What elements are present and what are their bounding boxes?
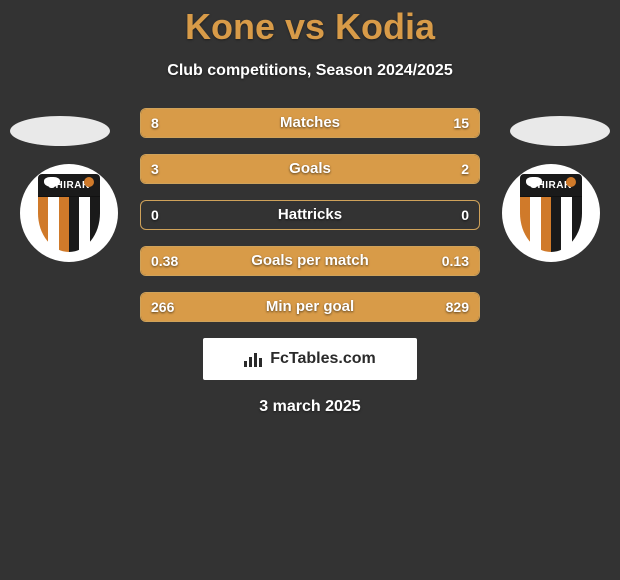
stat-label: Goals per match [141, 247, 479, 275]
bar-chart-icon [244, 351, 264, 367]
stat-row: 266829Min per goal [140, 292, 480, 322]
comparison-panel: SHIRAK SHIRAK 815Matches32Goal [0, 108, 620, 416]
stat-row: 32Goals [140, 154, 480, 184]
shield-icon: SHIRAK [520, 174, 582, 252]
stat-row: 00Hattricks [140, 200, 480, 230]
club-name-left: SHIRAK [38, 174, 100, 196]
stats-bars: 815Matches 32Goals 00Hattricks 0.380.13Goal… [140, 108, 480, 322]
brand-text: FcTables.com [270, 350, 376, 368]
club-badge-right: SHIRAK [502, 164, 600, 262]
brand-box[interactable]: FcTables.com [203, 338, 417, 380]
page-title: Kone vs Kodia [0, 0, 620, 48]
stat-label: Min per goal [141, 293, 479, 321]
page-subtitle: Club competitions, Season 2024/2025 [0, 62, 620, 80]
stat-row: 815Matches [140, 108, 480, 138]
stat-row: 0.380.13Goals per match [140, 246, 480, 276]
club-name-right: SHIRAK [520, 174, 582, 196]
stat-label: Matches [141, 109, 479, 137]
stat-label: Goals [141, 155, 479, 183]
player-photo-left-placeholder [10, 116, 110, 146]
player-photo-right-placeholder [510, 116, 610, 146]
club-badge-left: SHIRAK [20, 164, 118, 262]
shield-icon: SHIRAK [38, 174, 100, 252]
footer-date: 3 march 2025 [0, 398, 620, 416]
stat-label: Hattricks [141, 201, 479, 229]
